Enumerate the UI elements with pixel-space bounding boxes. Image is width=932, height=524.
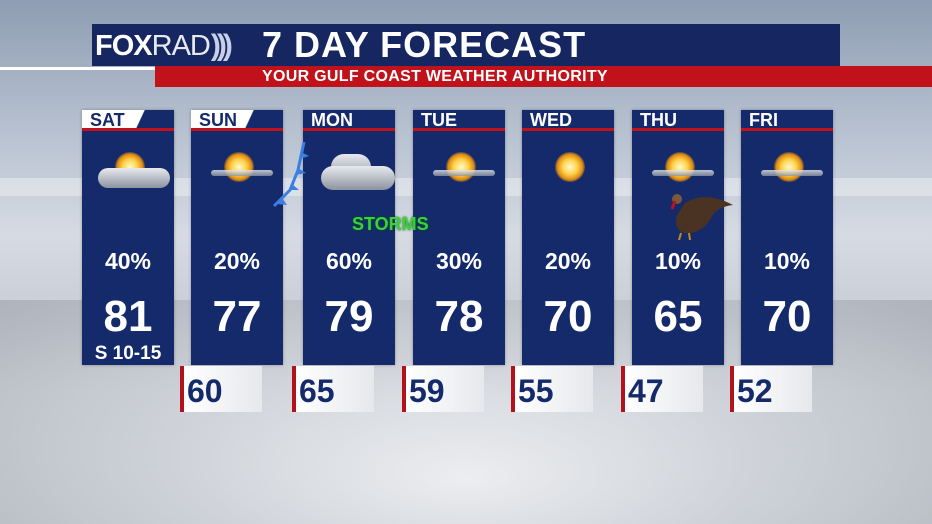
day-column-fri: FRI 10% 70	[741, 110, 833, 365]
page-subtitle: YOUR GULF COAST WEATHER AUTHORITY	[262, 68, 608, 85]
radar-waves-icon: )))	[210, 29, 233, 62]
precip-chance: 60%	[325, 248, 373, 274]
high-temp: 65	[653, 292, 703, 341]
partly-cloudy-sun-icon	[98, 144, 170, 200]
low-temp: 65	[292, 366, 374, 412]
day-label: FRI	[741, 110, 833, 131]
day-column-mon: MON 60% 79	[303, 110, 395, 365]
day-label: SUN	[191, 110, 283, 131]
high-temp: 79	[324, 292, 374, 341]
high-temp: 77	[212, 292, 262, 341]
day-column-sat: SAT 40% 81 S 10-15	[82, 110, 174, 365]
wind: S 10-15	[94, 343, 162, 364]
day-label: MON	[303, 110, 395, 131]
low-temp: 55	[511, 366, 593, 412]
page-title: 7 DAY FORECAST	[262, 24, 587, 65]
day-column-thu: THU 10% 65	[632, 110, 724, 365]
day-label: THU	[632, 110, 724, 131]
precip-chance: 20%	[544, 248, 592, 274]
divider	[0, 67, 155, 70]
high-temp: 81	[103, 292, 153, 341]
low-temp: 59	[402, 366, 484, 412]
day-column-tue: TUE 30% 78	[413, 110, 505, 365]
day-label: WED	[522, 110, 614, 131]
day-label: TUE	[413, 110, 505, 131]
logo-fox: FOX	[95, 30, 153, 62]
day-column-wed: WED 20% 70	[522, 110, 614, 365]
mostly-sunny-icon	[429, 144, 495, 200]
foxrad-logo: FOX RAD)))	[95, 28, 233, 64]
subtitle-bar	[155, 66, 932, 87]
day-label: SAT	[82, 110, 174, 131]
precip-chance: 10%	[763, 248, 811, 274]
high-temp: 78	[434, 292, 484, 341]
storms-label: STORMS	[352, 214, 429, 234]
cloudy-storms-icon	[319, 144, 395, 200]
cold-front-icon	[272, 141, 309, 208]
day-column-sun: SUN 20% 77	[191, 110, 283, 365]
mostly-sunny-icon	[757, 144, 823, 200]
low-temp: 52	[730, 366, 812, 412]
precip-chance: 40%	[104, 248, 152, 274]
mostly-sunny-icon	[207, 144, 273, 200]
turkey-icon	[670, 194, 733, 240]
high-temp: 70	[543, 292, 593, 341]
mostly-sunny-icon	[648, 144, 714, 200]
precip-chance: 20%	[213, 248, 261, 274]
low-temp: 47	[621, 366, 703, 412]
title-bar	[92, 24, 840, 66]
precip-chance: 30%	[435, 248, 483, 274]
sunny-icon	[538, 144, 600, 200]
low-temp: 60	[180, 366, 262, 412]
precip-chance: 10%	[654, 248, 702, 274]
logo-rad: RAD	[151, 30, 211, 62]
high-temp: 70	[762, 292, 812, 341]
